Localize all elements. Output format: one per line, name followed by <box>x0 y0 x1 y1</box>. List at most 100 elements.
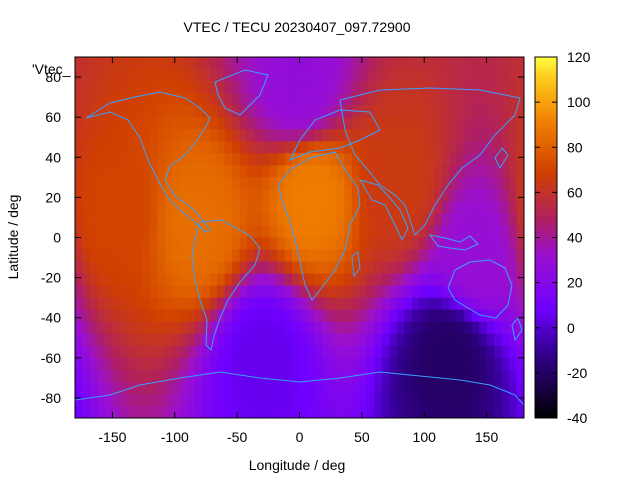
heat-cell <box>509 333 518 347</box>
heat-cell <box>426 309 435 323</box>
heat-cell <box>284 177 293 190</box>
heat-cell <box>157 369 166 383</box>
heat-cell <box>209 369 218 383</box>
heat-cell <box>119 153 128 166</box>
heat-cell <box>247 141 256 154</box>
heat-cell <box>89 141 99 154</box>
heat-cell <box>172 69 181 82</box>
heat-cell <box>217 201 226 215</box>
heat-cell <box>464 69 473 82</box>
heat-cell <box>232 117 241 130</box>
heat-cell <box>456 273 465 287</box>
heat-cell <box>149 153 158 166</box>
heat-cell <box>75 249 84 263</box>
heat-cell <box>426 297 435 311</box>
heat-cell <box>142 345 151 359</box>
heat-cell <box>112 273 121 287</box>
heat-cell <box>149 321 158 335</box>
heat-cell <box>306 105 316 118</box>
heat-cell <box>172 249 181 263</box>
heat-cell <box>239 249 248 263</box>
heat-cell <box>411 297 420 311</box>
heat-cell <box>321 297 331 311</box>
heat-cell <box>434 261 443 275</box>
heat-cell <box>292 153 301 166</box>
heat-cell <box>321 321 331 335</box>
heat-cell <box>239 117 248 130</box>
heat-cell <box>194 249 203 263</box>
heat-cell <box>299 405 308 418</box>
heat-cell <box>396 81 405 94</box>
heat-cell <box>157 273 166 287</box>
heat-cell <box>202 297 211 311</box>
heat-cell <box>262 201 271 215</box>
heat-cell <box>157 285 166 299</box>
heat-cell <box>464 321 473 335</box>
heat-cell <box>464 165 473 178</box>
heat-cell <box>187 213 196 227</box>
heat-cell <box>336 117 345 130</box>
heat-cell <box>374 393 383 407</box>
heat-cell <box>262 357 271 371</box>
heat-cell <box>157 381 166 395</box>
heat-cell <box>434 177 443 190</box>
heat-cell <box>479 141 488 154</box>
heat-cell <box>396 321 405 335</box>
heat-cell <box>464 93 473 106</box>
heat-cell <box>486 393 495 407</box>
heat-cell <box>97 225 106 239</box>
heat-cell <box>179 273 188 287</box>
heat-cell <box>269 297 278 311</box>
heat-cell <box>404 81 413 94</box>
heat-cell <box>179 213 188 227</box>
heat-cell <box>292 201 301 215</box>
heat-cell <box>501 405 510 418</box>
heat-cell <box>217 189 226 202</box>
heat-cell <box>239 165 248 178</box>
heat-cell <box>134 249 143 263</box>
heat-cell <box>119 345 128 359</box>
heat-cell <box>351 249 360 263</box>
heat-cell <box>306 189 316 202</box>
heat-cell <box>501 213 510 227</box>
heat-cell <box>75 213 84 227</box>
heat-cell <box>411 141 420 154</box>
heat-cell <box>471 129 480 142</box>
heat-cell <box>344 297 353 311</box>
heat-cell <box>194 237 203 251</box>
heat-cell <box>104 189 114 202</box>
heat-cell <box>501 177 510 190</box>
heat-cell <box>194 345 203 359</box>
heat-cell <box>262 117 271 130</box>
heat-cell <box>269 321 278 335</box>
heat-cell <box>89 381 99 395</box>
heat-cell <box>89 237 99 251</box>
heat-cell <box>486 225 495 239</box>
heat-cell <box>202 345 211 359</box>
heat-cell <box>441 345 450 359</box>
heat-cell <box>351 237 360 251</box>
heat-cell <box>441 273 450 287</box>
heat-cell <box>344 69 353 82</box>
heat-cell <box>449 165 458 178</box>
heat-cell <box>516 369 524 383</box>
heat-cell <box>134 357 143 371</box>
heat-cell <box>112 69 121 82</box>
heat-cell <box>456 117 465 130</box>
heat-cell <box>75 93 84 106</box>
heat-cell <box>142 249 151 263</box>
heat-cell <box>194 261 203 275</box>
heat-cell <box>157 357 166 371</box>
heat-cell <box>269 393 278 407</box>
heat-cell <box>366 129 375 142</box>
heat-cell <box>89 357 99 371</box>
heat-cell <box>134 189 143 202</box>
heat-cell <box>321 249 331 263</box>
heat-cell <box>97 141 106 154</box>
heat-cell <box>97 273 106 287</box>
heat-cell <box>396 129 405 142</box>
heat-cell <box>209 81 218 94</box>
heat-cell <box>172 117 181 130</box>
heat-cell <box>516 333 524 347</box>
heat-cell <box>179 261 188 275</box>
